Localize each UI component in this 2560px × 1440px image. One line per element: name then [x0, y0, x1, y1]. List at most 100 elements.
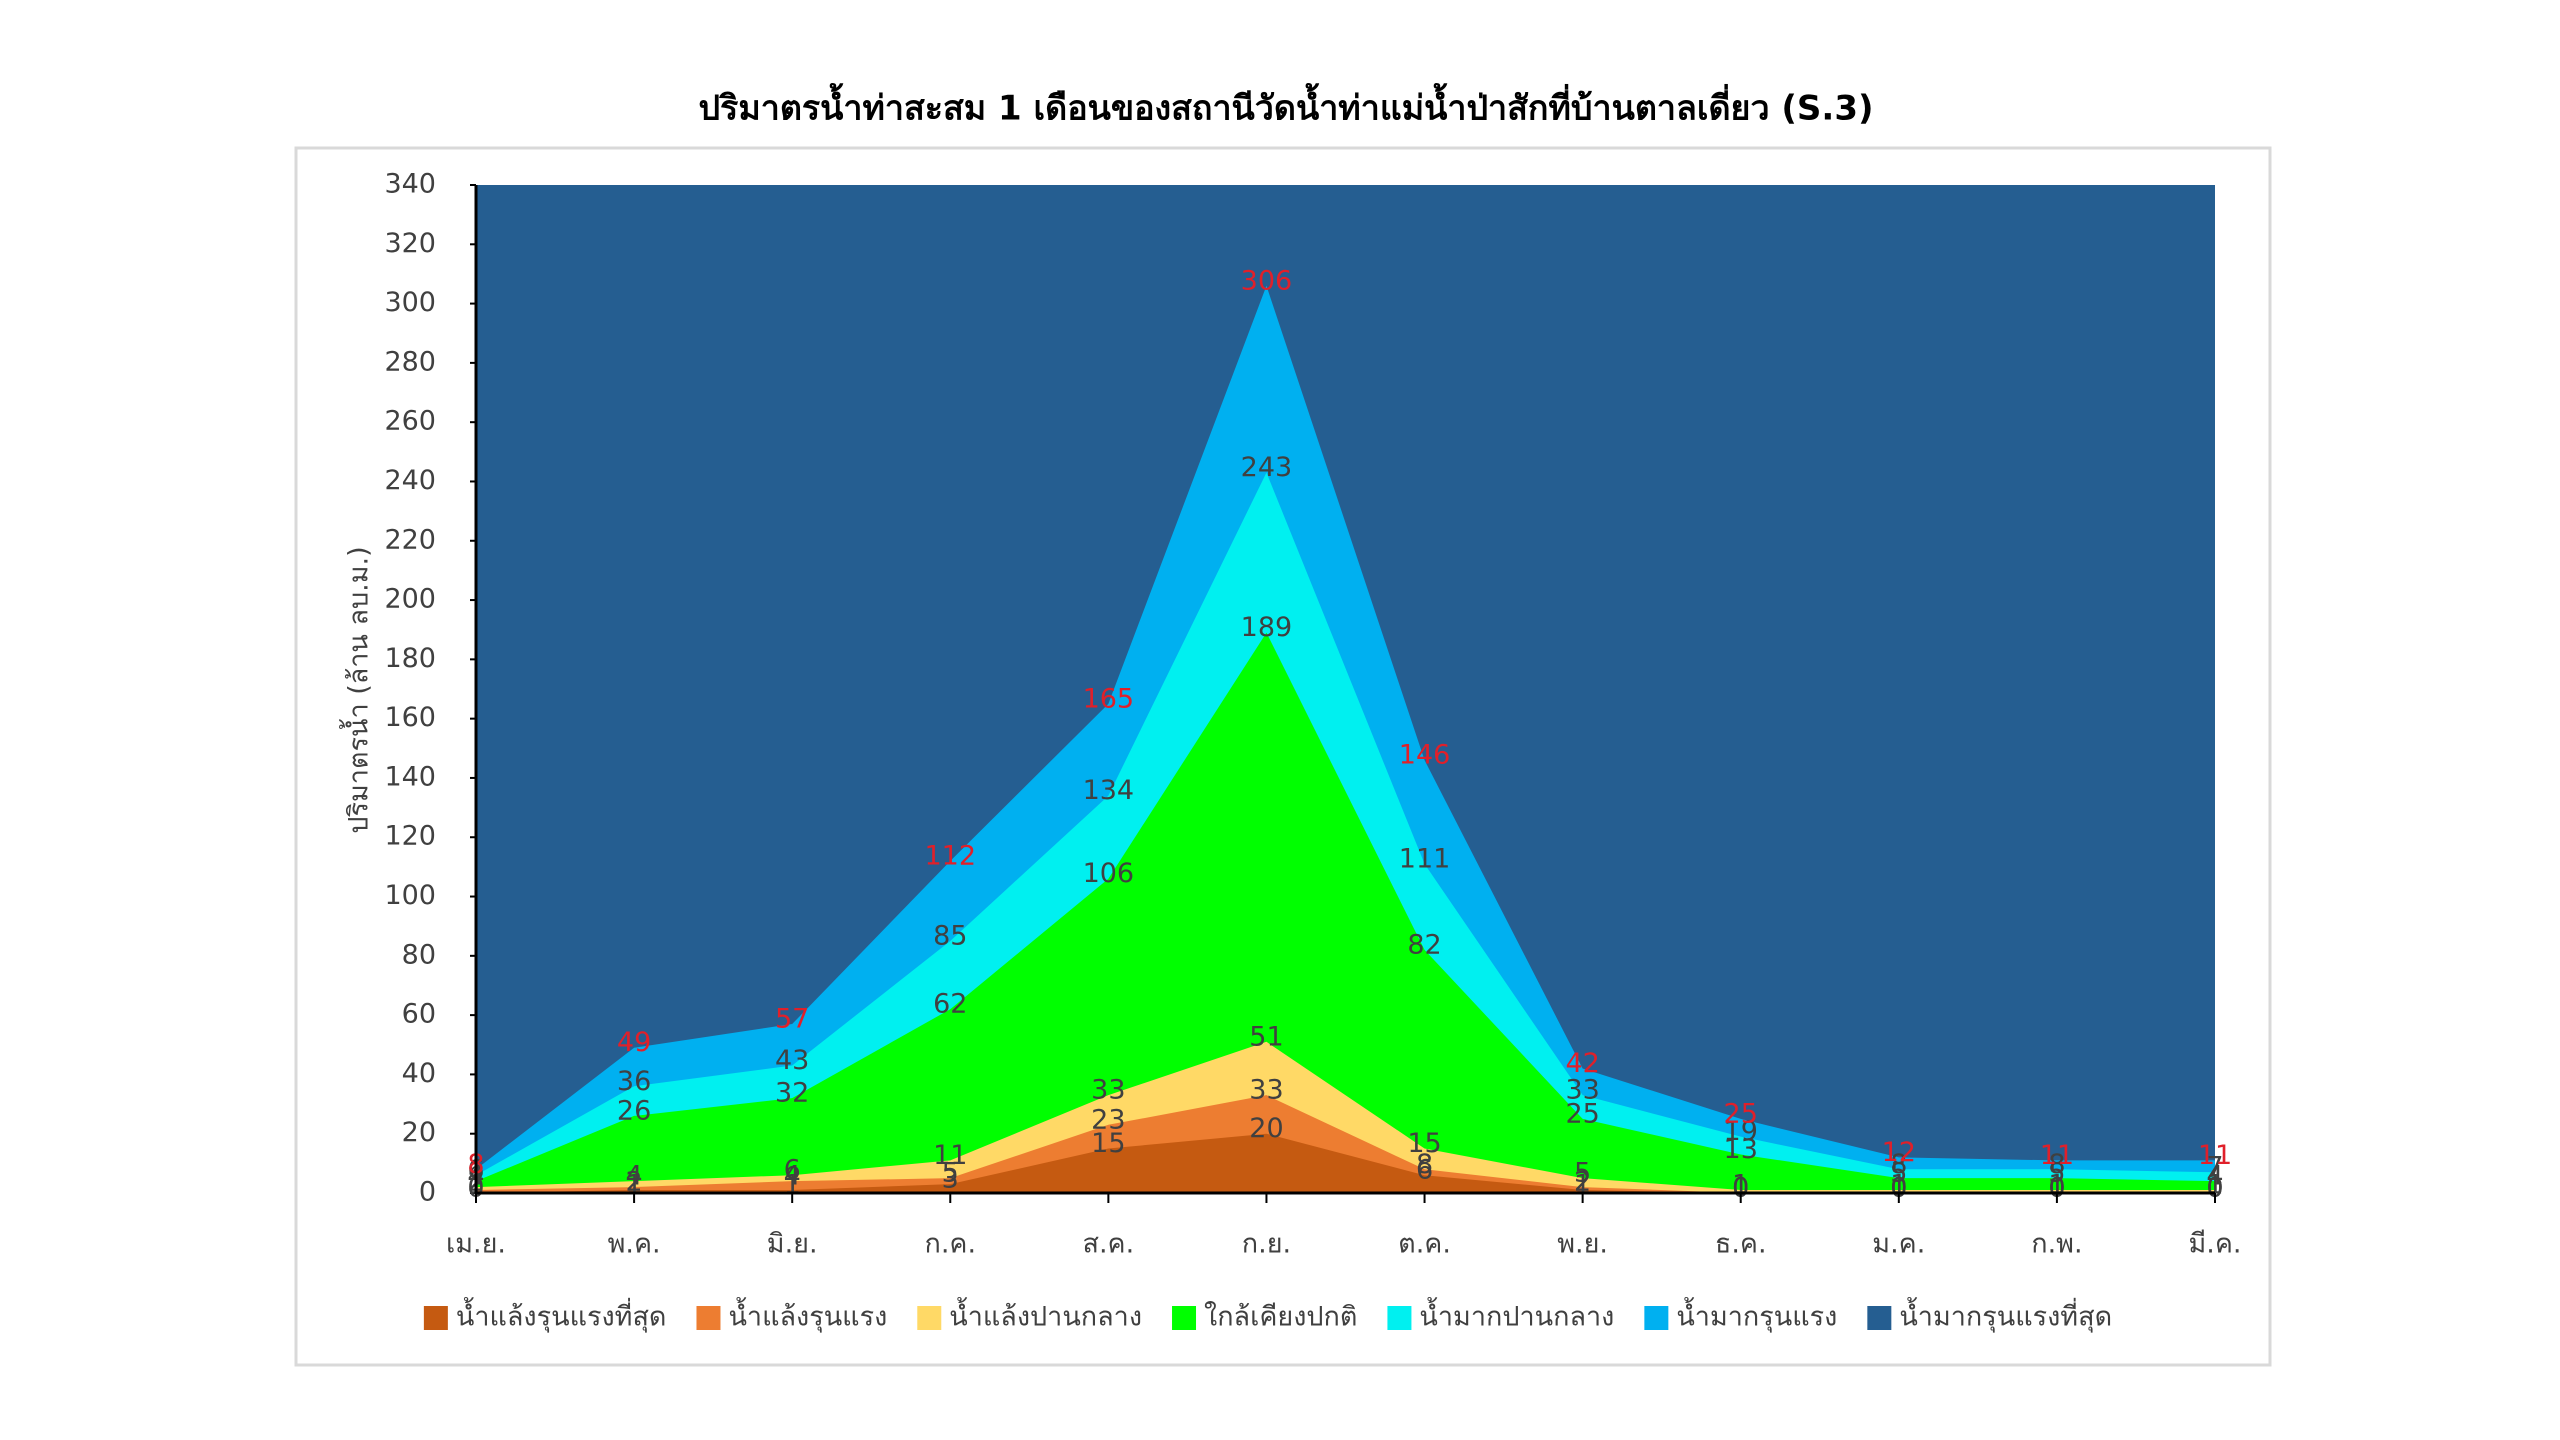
x-tick-label: เม.ย.: [446, 1229, 506, 1260]
x-tick-label: ส.ค.: [1083, 1229, 1135, 1260]
x-tick-label: มี.ค.: [2188, 1229, 2241, 1260]
y-tick-label: 320: [384, 228, 436, 259]
legend-swatch: [696, 1306, 721, 1330]
data-label: 36: [617, 1066, 651, 1097]
x-tick-label: ต.ค.: [1398, 1229, 1451, 1260]
legend-swatch: [1867, 1306, 1892, 1330]
data-label: 0: [2048, 1173, 2065, 1204]
data-label: 0: [1732, 1173, 1749, 1204]
data-label: 5: [2048, 1158, 2065, 1189]
x-tick-label: พ.ย.: [1557, 1229, 1608, 1260]
legend-swatch: [917, 1306, 942, 1330]
data-label: 32: [775, 1078, 809, 1109]
x-tick-label: ก.ย.: [1242, 1229, 1291, 1260]
data-label: 11: [2040, 1140, 2074, 1171]
data-label: 25: [1724, 1098, 1758, 1129]
data-label: 2: [625, 1167, 642, 1198]
y-tick-label: 100: [384, 880, 436, 911]
x-tick-label: มิ.ย.: [767, 1229, 818, 1260]
data-label: 106: [1083, 858, 1135, 889]
y-tick-label: 20: [402, 1117, 436, 1148]
data-label: 85: [933, 921, 967, 952]
y-tick-label: 300: [384, 287, 436, 318]
data-label: 0: [1890, 1173, 1907, 1204]
chart-title: ปริมาตรน้ำท่าสะสม 1 เดือนของสถานีวัดน้ำท…: [698, 83, 1873, 129]
x-tick-label: ก.ค.: [924, 1229, 976, 1260]
area-band: [476, 1133, 2215, 1193]
data-label: 0: [2206, 1173, 2223, 1204]
data-label: 4: [625, 1161, 642, 1192]
data-label: 20: [1249, 1113, 1283, 1144]
data-label: 165: [1083, 683, 1135, 714]
legend-label: น้ำแล้งรุนแรง: [728, 1297, 887, 1334]
data-label: 13: [1724, 1134, 1758, 1165]
data-label: 243: [1241, 452, 1293, 483]
data-label: 6: [784, 1155, 801, 1186]
data-label: 15: [1407, 1128, 1441, 1159]
legend-swatch: [1387, 1306, 1412, 1330]
y-tick-label: 160: [384, 702, 436, 733]
y-tick-label: 60: [402, 999, 436, 1030]
legend-label: น้ำแล้งปานกลาง: [949, 1297, 1142, 1333]
area-band: [476, 1041, 2215, 1193]
data-label: 6: [1416, 1155, 1433, 1186]
data-label: 4: [784, 1161, 801, 1192]
x-tick-label: ก.พ.: [2031, 1229, 2082, 1260]
data-label: 82: [1407, 929, 1441, 960]
y-tick-label: 280: [384, 346, 436, 377]
x-tick-label: ม.ค.: [1872, 1229, 1925, 1260]
data-label: 111: [1399, 843, 1451, 874]
data-label: 0: [1732, 1173, 1749, 1204]
legend-swatch: [423, 1306, 448, 1330]
data-label: 5: [1574, 1158, 1591, 1189]
data-label: 4: [2206, 1161, 2223, 1192]
data-label: 23: [1091, 1104, 1125, 1135]
legend-label: น้ำมากปานกลาง: [1419, 1297, 1614, 1333]
data-label: 57: [775, 1004, 809, 1035]
data-label: 33: [1565, 1075, 1599, 1106]
legend-label: น้ำแล้งรุนแรงที่สุด: [456, 1297, 667, 1334]
data-label: 5: [1890, 1158, 1907, 1189]
data-label: 8: [1416, 1149, 1433, 1180]
y-tick-label: 0: [419, 1177, 436, 1208]
data-label: 112: [924, 840, 976, 871]
legend-swatch: [1644, 1306, 1669, 1330]
y-tick-label: 200: [384, 584, 436, 615]
y-axis-title: ปริมาตรน้ำ (ล้าน ลบ.ม.): [339, 546, 375, 833]
data-label: 306: [1241, 265, 1293, 296]
data-label: 19: [1724, 1116, 1758, 1147]
data-label: 43: [775, 1045, 809, 1076]
area-band: [476, 632, 2215, 1193]
data-label: 3: [942, 1164, 959, 1195]
data-label: 62: [933, 989, 967, 1020]
legend-label: ใกล้เคียงปกติ: [1204, 1301, 1357, 1333]
data-label: 11: [2198, 1140, 2232, 1171]
data-label: 134: [1083, 775, 1135, 806]
data-label: 8: [1890, 1149, 1907, 1180]
data-label: 12: [1882, 1137, 1916, 1168]
data-label: 189: [1241, 612, 1293, 643]
data-label: 26: [617, 1095, 651, 1126]
data-label: 49: [617, 1027, 651, 1058]
data-label: 7: [2206, 1152, 2223, 1183]
y-tick-label: 80: [402, 939, 436, 970]
data-label: 2: [1574, 1167, 1591, 1198]
y-tick-label: 120: [384, 821, 436, 852]
y-tick-label: 140: [384, 761, 436, 792]
data-label: 33: [1249, 1075, 1283, 1106]
data-label: 51: [1249, 1021, 1283, 1052]
data-label: 42: [1565, 1048, 1599, 1079]
data-label: 11: [933, 1140, 967, 1171]
data-label: 8: [2048, 1149, 2065, 1180]
data-label: 25: [1565, 1098, 1599, 1129]
x-tick-label: พ.ค.: [608, 1229, 661, 1260]
data-label: 33: [1091, 1075, 1125, 1106]
y-tick-label: 260: [384, 406, 436, 437]
legend-swatch: [1172, 1306, 1197, 1330]
y-tick-label: 240: [384, 465, 436, 496]
data-label: 0: [2048, 1173, 2065, 1204]
y-tick-label: 340: [384, 169, 436, 200]
data-label: 15: [1091, 1128, 1125, 1159]
